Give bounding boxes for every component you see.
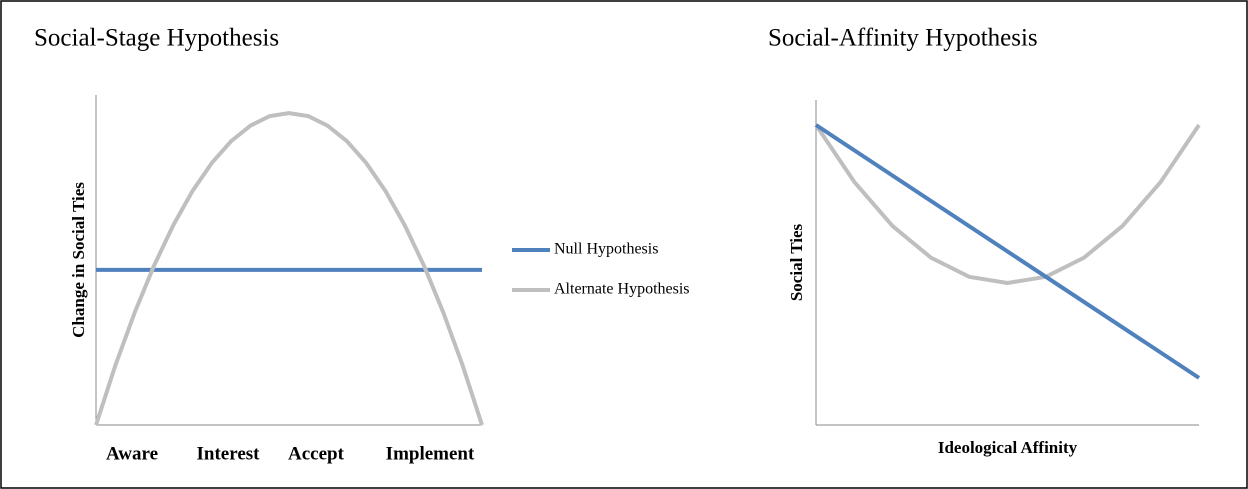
chart-title: Social-Stage Hypothesis: [34, 25, 279, 52]
x-tick-label: Aware: [106, 443, 158, 464]
x-tick-label: Implement: [386, 443, 475, 464]
x-tick-label: Accept: [288, 443, 345, 464]
legend-label: Null Hypothesis: [554, 241, 658, 258]
series-line: [814, 123, 1201, 285]
x-tick-label: Interest: [197, 443, 261, 464]
y-axis-label: Change in Social Ties: [69, 182, 88, 338]
series-line: [814, 123, 1201, 380]
legend-label: Alternate Hypothesis: [554, 281, 690, 298]
series-line: [94, 111, 484, 426]
x-axis-label: Ideological Affinity: [938, 438, 1078, 457]
y-axis-label: Social Ties: [787, 223, 806, 301]
chart-title: Social-Affinity Hypothesis: [768, 25, 1038, 52]
